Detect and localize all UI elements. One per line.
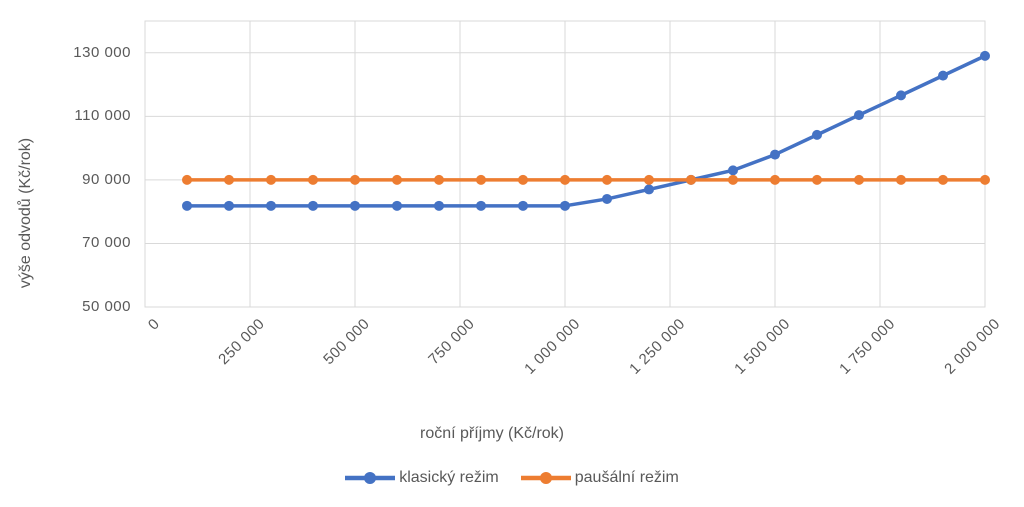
data-point-marker <box>854 174 864 185</box>
data-point-marker <box>350 174 360 185</box>
data-point-marker <box>224 174 234 185</box>
data-point-marker <box>392 174 402 185</box>
data-point-marker <box>434 174 444 185</box>
y-axis-title: výše odvodů (Kč/rok) <box>17 137 34 289</box>
data-point-marker <box>770 149 780 160</box>
data-point-marker <box>602 193 612 204</box>
legend-item: klasický režim <box>345 469 499 487</box>
plot-border <box>144 20 986 308</box>
legend-label: klasický režim <box>399 469 499 486</box>
series-line-0 <box>185 54 987 208</box>
data-point-marker <box>644 184 654 195</box>
data-point-marker <box>560 174 570 185</box>
data-point-marker <box>602 174 612 185</box>
data-point-marker <box>980 50 990 61</box>
data-point-marker <box>938 174 948 185</box>
data-point-marker <box>980 174 990 185</box>
legend: klasický režim paušální režim <box>0 466 1024 490</box>
data-point-marker <box>182 200 192 211</box>
data-point-marker <box>476 200 486 211</box>
legend-marker-icon <box>345 472 396 484</box>
data-point-marker <box>770 174 780 185</box>
data-point-marker <box>686 174 696 185</box>
legend-marker-icon <box>520 472 571 484</box>
y-tick-label: 130 000 <box>73 43 131 61</box>
data-point-marker <box>938 70 948 81</box>
data-point-marker <box>518 200 528 211</box>
data-point-marker <box>434 200 444 211</box>
data-point-marker <box>224 200 234 211</box>
data-point-marker <box>644 174 654 185</box>
data-point-marker <box>896 90 906 101</box>
legend-label: paušální režim <box>574 469 679 486</box>
data-point-marker <box>812 174 822 185</box>
data-point-marker <box>560 200 570 211</box>
y-tick-label: 110 000 <box>74 107 131 125</box>
data-point-marker <box>896 174 906 185</box>
x-axis-title: roční příjmy (Kč/rok) <box>419 425 565 442</box>
data-point-marker <box>392 200 402 211</box>
data-point-marker <box>728 165 738 176</box>
data-point-marker <box>182 174 192 185</box>
y-tick-label: 50 000 <box>82 298 131 315</box>
y-tick-label: 90 000 <box>82 170 131 188</box>
data-point-marker <box>308 200 318 211</box>
data-point-marker <box>728 174 738 185</box>
data-point-marker <box>476 174 486 185</box>
data-point-marker <box>518 174 528 185</box>
y-tick-label: 70 000 <box>82 234 131 252</box>
data-point-marker <box>308 174 318 185</box>
data-point-marker <box>812 129 822 140</box>
legend-item: paušální režim <box>520 469 679 487</box>
data-point-marker <box>854 110 864 121</box>
data-point-marker <box>266 174 276 185</box>
data-point-marker <box>350 200 360 211</box>
data-point-marker <box>266 200 276 211</box>
